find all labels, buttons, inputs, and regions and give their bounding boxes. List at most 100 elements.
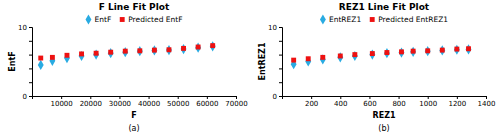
tick-mark — [279, 68, 282, 69]
tick-mark — [207, 96, 208, 99]
tick-mark — [90, 96, 91, 99]
y-axis: 0 10 — [18, 24, 32, 101]
point — [94, 51, 99, 56]
point — [411, 49, 416, 54]
point — [425, 46, 431, 56]
point — [196, 45, 201, 50]
point — [166, 45, 172, 55]
tick-label: 800 — [392, 100, 405, 108]
tick: 200 — [305, 96, 318, 108]
tick-mark — [29, 27, 32, 28]
tick: 0 — [23, 93, 32, 101]
tick: 10 — [268, 24, 282, 32]
point — [38, 56, 43, 61]
point — [152, 48, 157, 53]
legend-label: EntF — [94, 15, 111, 24]
tick-label: 30000 — [109, 100, 131, 108]
x-axis: 10000 20000 30000 40000 50000 60000 70000 — [33, 96, 248, 108]
point — [108, 48, 114, 58]
point — [352, 52, 357, 57]
y-axis: 0 10 — [268, 24, 282, 101]
axis-line — [29, 28, 33, 97]
legend-item: Predicted EntF — [120, 15, 183, 24]
point — [439, 45, 445, 55]
point — [384, 50, 389, 55]
tick-mark — [369, 96, 370, 99]
plot-area — [38, 41, 216, 70]
tick-label: 1400 — [478, 100, 496, 108]
tick: 70000 — [225, 96, 247, 108]
tick-label: 10 — [18, 24, 27, 32]
point — [454, 47, 459, 52]
tick-label: 70000 — [225, 100, 247, 108]
series — [291, 46, 471, 62]
tick-mark — [29, 68, 32, 69]
tick-label: 50000 — [167, 100, 189, 108]
tick-label: 10 — [268, 24, 277, 32]
point — [440, 48, 445, 53]
legend-marker — [86, 14, 92, 24]
point — [181, 44, 187, 54]
tick-label: 400 — [334, 100, 347, 108]
tick-mark — [279, 82, 282, 83]
tick-mark — [29, 55, 32, 56]
point — [466, 44, 472, 54]
point — [337, 52, 343, 62]
tick — [279, 68, 282, 69]
tick — [279, 41, 282, 42]
point — [50, 55, 55, 60]
tick: 1000 — [419, 96, 437, 108]
point — [466, 46, 471, 51]
point — [338, 54, 343, 59]
panel: 10000200003000040000500006000070000010F … — [8, 2, 248, 133]
annotation: (a) — [128, 124, 139, 133]
point — [64, 53, 70, 63]
point — [123, 49, 128, 54]
point — [181, 46, 186, 51]
tick: 600 — [363, 96, 376, 108]
title: REZ1 Line Fit Plot — [339, 2, 430, 12]
tick — [29, 82, 32, 83]
tick-label: 60000 — [196, 100, 218, 108]
y-axis-title: EntF — [8, 51, 17, 71]
tick: 40000 — [138, 96, 160, 108]
tick: 1400 — [478, 96, 496, 108]
tick: 10 — [18, 24, 32, 32]
plot-area — [291, 44, 472, 69]
tick-mark — [29, 96, 32, 97]
tick-label: 1000 — [419, 100, 437, 108]
point — [79, 51, 84, 56]
legend-item: Predicted EntREZ1 — [370, 15, 449, 24]
tick-label: 600 — [363, 100, 376, 108]
point — [454, 45, 460, 55]
point — [306, 56, 311, 61]
tick — [279, 82, 282, 83]
tick-mark — [178, 96, 179, 99]
tick-label: 10000 — [51, 100, 73, 108]
tick: 0 — [273, 93, 282, 101]
axis-line — [33, 97, 237, 100]
tick: 60000 — [196, 96, 218, 108]
series — [291, 44, 472, 69]
legend-label: Predicted EntF — [128, 15, 182, 24]
tick — [29, 41, 32, 42]
tick: 10000 — [51, 96, 73, 108]
x-axis-title: REZ1 — [373, 111, 396, 120]
tick-label: 1200 — [448, 100, 466, 108]
tick — [29, 68, 32, 69]
tick: 20000 — [80, 96, 102, 108]
point — [122, 47, 128, 57]
series — [38, 41, 216, 70]
axis-line — [283, 97, 487, 100]
legend: EntF Predicted EntF — [86, 14, 183, 24]
tick — [29, 55, 32, 56]
legend-label: EntREZ1 — [329, 15, 362, 24]
x-axis-title: F — [131, 111, 136, 120]
legend-item: EntREZ1 — [320, 14, 361, 24]
y-axis-title: EntREZ1 — [258, 42, 267, 80]
legend-marker — [370, 17, 375, 22]
point — [65, 53, 70, 58]
figure: 10000200003000040000500006000070000010F … — [0, 0, 500, 134]
tick: 800 — [392, 96, 405, 108]
point — [49, 56, 55, 66]
